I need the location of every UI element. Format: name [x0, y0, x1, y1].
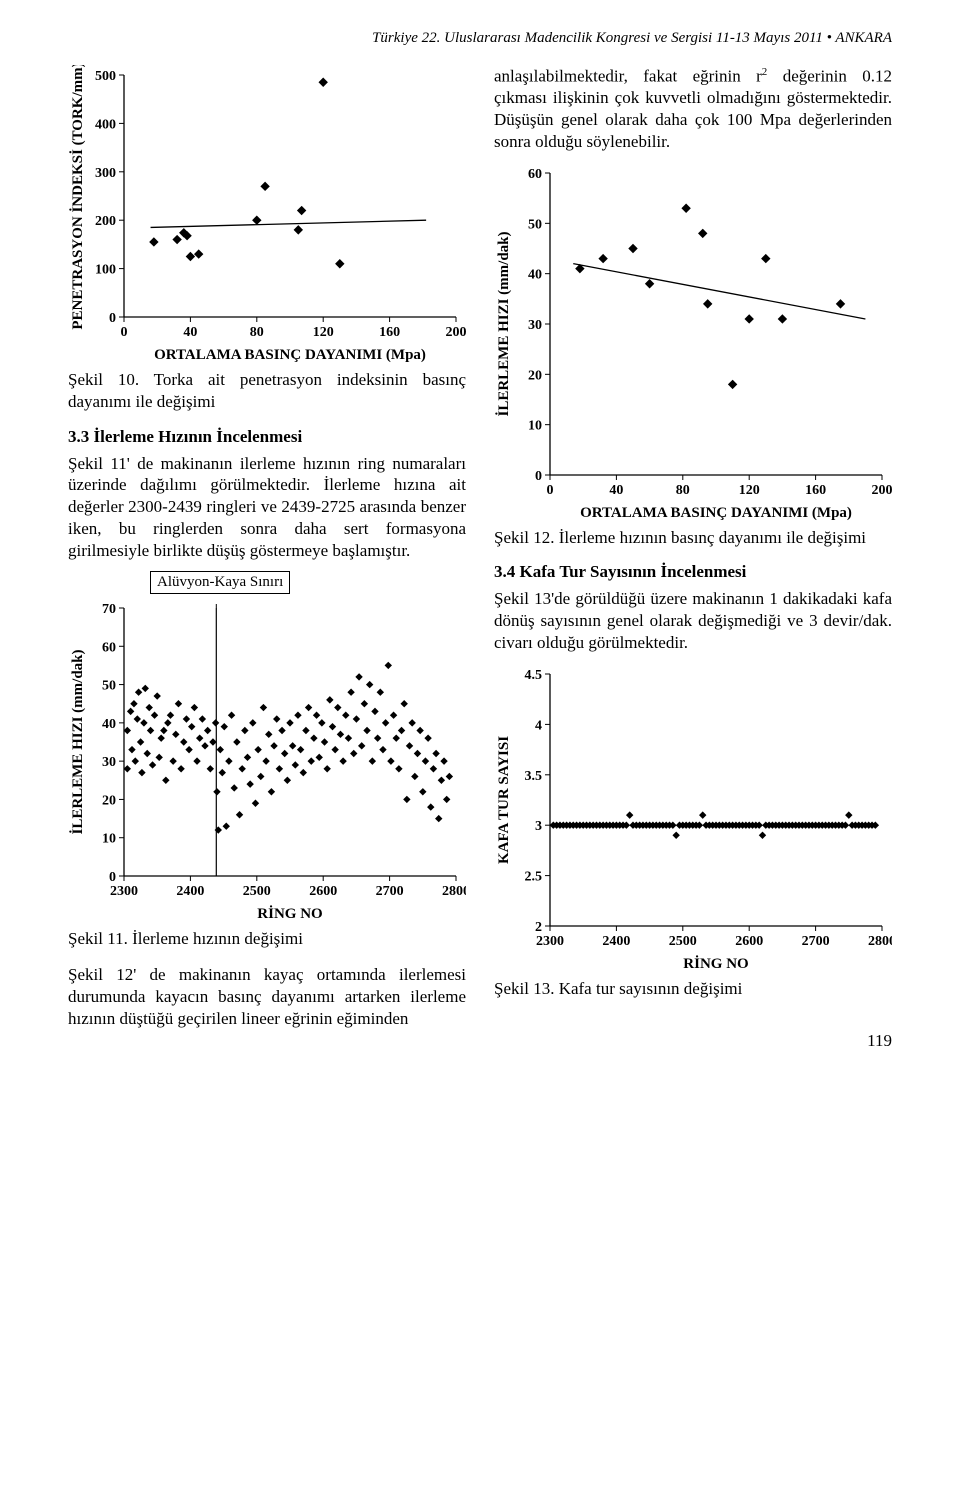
svg-text:20: 20 [528, 368, 542, 383]
section-33-body: Şekil 11' de makinanın ilerleme hızının … [68, 453, 466, 562]
para-after-11: Şekil 12' de makinanın kayaç ortamında i… [68, 964, 466, 1029]
svg-text:2600: 2600 [735, 934, 763, 949]
svg-text:2.5: 2.5 [525, 869, 543, 884]
svg-text:ORTALAMA BASINÇ DAYANIMI (Mpa): ORTALAMA BASINÇ DAYANIMI (Mpa) [580, 505, 852, 521]
svg-text:4.5: 4.5 [525, 668, 543, 683]
svg-text:0: 0 [109, 870, 116, 885]
svg-text:2600: 2600 [309, 884, 337, 899]
svg-text:500: 500 [95, 69, 116, 84]
svg-text:2400: 2400 [176, 884, 204, 899]
svg-text:120: 120 [739, 483, 760, 498]
para-top-right-1: anlaşılabilmektedir, fakat eğrinin r [494, 67, 762, 86]
svg-text:30: 30 [528, 318, 542, 333]
svg-text:60: 60 [102, 641, 116, 656]
svg-text:20: 20 [102, 794, 116, 809]
caption-12: Şekil 12. İlerleme hızının basınç dayanı… [494, 527, 892, 549]
svg-text:0: 0 [535, 469, 542, 484]
svg-text:2300: 2300 [536, 934, 564, 949]
svg-text:2800: 2800 [442, 884, 466, 899]
svg-text:2: 2 [535, 920, 542, 935]
svg-text:3: 3 [535, 819, 542, 834]
svg-text:50: 50 [528, 217, 542, 232]
chart-13: 2300 2400 2500 2600 2700 2800 2 2.5 3 3.5 4 4.5 RİNG… [494, 664, 892, 974]
svg-text:2500: 2500 [243, 884, 271, 899]
svg-text:ORTALAMA BASINÇ DAYANIMI (Mpa): ORTALAMA BASINÇ DAYANIMI (Mpa) [154, 347, 426, 363]
svg-text:200: 200 [872, 483, 893, 498]
svg-text:2700: 2700 [376, 884, 404, 899]
svg-text:80: 80 [250, 325, 264, 340]
caption-13: Şekil 13. Kafa tur sayısının değişimi [494, 978, 892, 1000]
para-top-right: anlaşılabilmektedir, fakat eğrinin r2 de… [494, 65, 892, 153]
svg-text:2400: 2400 [602, 934, 630, 949]
svg-text:40: 40 [183, 325, 197, 340]
svg-text:40: 40 [528, 267, 542, 282]
svg-text:RİNG NO: RİNG NO [257, 905, 322, 922]
svg-text:İLERLEME HIZI (mm/dak): İLERLEME HIZI (mm/dak) [495, 231, 512, 416]
svg-text:300: 300 [95, 166, 116, 181]
chart-12: 0 40 80 120 160 200 0 10 20 30 40 50 60 ORTALAMA BASI… [494, 163, 892, 523]
svg-text:70: 70 [102, 602, 116, 617]
svg-text:2800: 2800 [868, 934, 892, 949]
svg-text:60: 60 [528, 167, 542, 182]
svg-text:30: 30 [102, 755, 116, 770]
svg-text:0: 0 [109, 311, 116, 326]
svg-text:400: 400 [95, 117, 116, 132]
section-34-title: 3.4 Kafa Tur Sayısının İncelenmesi [494, 562, 892, 582]
svg-text:160: 160 [805, 483, 826, 498]
svg-text:2700: 2700 [802, 934, 830, 949]
svg-text:200: 200 [95, 214, 116, 229]
superscript-2: 2 [762, 66, 768, 78]
svg-text:200: 200 [446, 325, 467, 340]
svg-text:80: 80 [676, 483, 690, 498]
svg-text:40: 40 [102, 717, 116, 732]
chart-11: 2300 2400 2500 2600 2700 2800 0 10 20 30 40 50 60 70 R… [68, 594, 466, 924]
svg-text:50: 50 [102, 679, 116, 694]
page-number: 119 [867, 1031, 892, 1051]
svg-text:0: 0 [121, 325, 128, 340]
left-column: 040801201602000100200300400500ORTALAMA B… [68, 65, 466, 1039]
svg-text:40: 40 [609, 483, 623, 498]
svg-text:2300: 2300 [110, 884, 138, 899]
svg-text:10: 10 [102, 832, 116, 847]
svg-text:3.5: 3.5 [525, 768, 543, 783]
caption-11: Şekil 11. İlerleme hızının değişimi [68, 928, 466, 950]
svg-text:0: 0 [547, 483, 554, 498]
section-34-body: Şekil 13'de görüldüğü üzere makinanın 1 … [494, 588, 892, 653]
svg-text:PENETRASYON İNDEKSİ (TORK/mm): PENETRASYON İNDEKSİ (TORK/mm) [69, 65, 86, 330]
chart-10: 0 40 80 120 160 200 0 100 200 300 400 500 ORTALAMA B… [68, 65, 466, 365]
boundary-textbox: Alüvyon-Kaya Sınırı [150, 571, 290, 594]
svg-text:RİNG NO: RİNG NO [683, 955, 748, 972]
caption-10: Şekil 10. Torka ait penetrasyon indeksin… [68, 369, 466, 413]
svg-text:KAFA TUR SAYISI: KAFA TUR SAYISI [496, 735, 512, 863]
svg-text:2500: 2500 [669, 934, 697, 949]
right-column: anlaşılabilmektedir, fakat eğrinin r2 de… [494, 65, 892, 1039]
svg-text:İLERLEME HIZI (mm/dak): İLERLEME HIZI (mm/dak) [69, 650, 86, 835]
svg-text:4: 4 [535, 718, 542, 733]
section-33-title: 3.3 İlerleme Hızının İncelenmesi [68, 427, 466, 447]
running-head: Türkiye 22. Uluslararası Madencilik Kong… [68, 30, 892, 47]
svg-text:120: 120 [313, 325, 334, 340]
svg-text:160: 160 [379, 325, 400, 340]
svg-text:10: 10 [528, 418, 542, 433]
svg-text:100: 100 [95, 263, 116, 278]
